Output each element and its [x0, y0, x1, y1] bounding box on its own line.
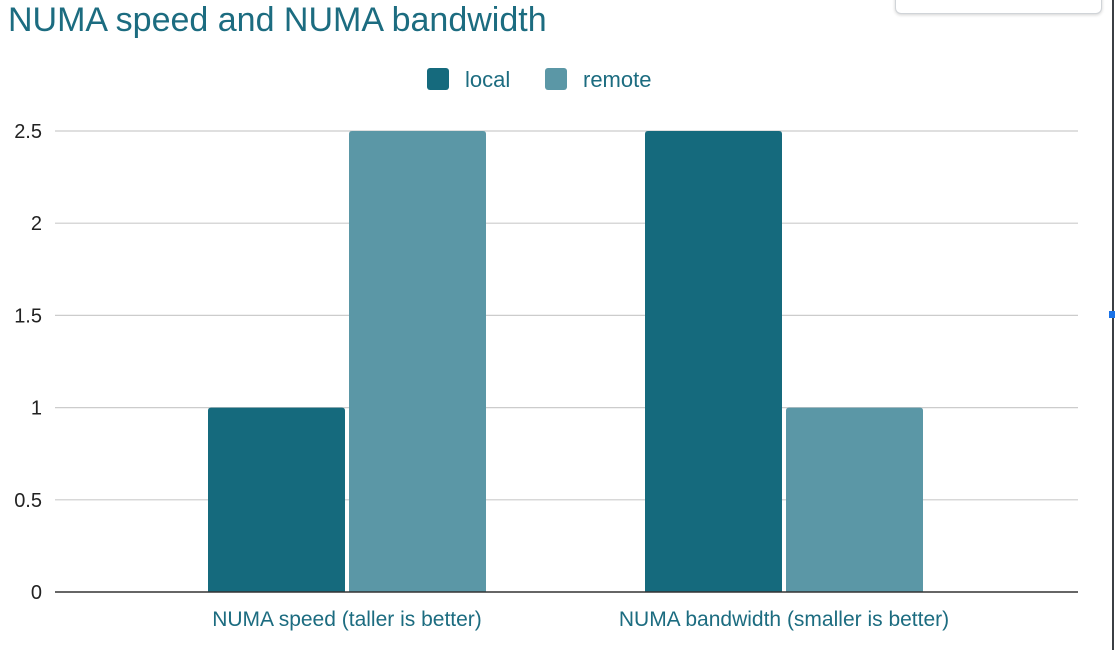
bar-local-1	[208, 407, 345, 592]
bar-local-2	[645, 131, 782, 592]
legend-label-remote: remote	[583, 67, 651, 92]
x-axis-ticks: NUMA speed (taller is better) NUMA bandwi…	[212, 608, 949, 631]
y-tick-label: 1	[31, 398, 42, 420]
legend: local remote	[427, 67, 651, 92]
legend-swatch-remote	[545, 68, 567, 90]
x-tick-label: NUMA speed (taller is better)	[212, 608, 482, 631]
bars	[208, 131, 923, 592]
y-tick-label: 0.5	[14, 490, 42, 512]
window-edge	[1112, 0, 1114, 650]
x-tick-label: NUMA bandwidth (smaller is better)	[619, 608, 949, 631]
y-axis-ticks: 0 0.5 1 1.5 2 2.5	[14, 121, 42, 604]
legend-label-local: local	[465, 67, 510, 92]
y-tick-label: 2	[31, 213, 42, 235]
y-tick-label: 0	[31, 582, 42, 604]
y-tick-label: 1.5	[14, 305, 42, 327]
bar-remote-2	[786, 407, 923, 592]
resize-handle[interactable]	[1109, 311, 1115, 318]
corner-card	[895, 0, 1102, 14]
legend-swatch-local	[427, 68, 449, 90]
bar-remote-1	[349, 131, 486, 592]
chart-title: NUMA speed and NUMA bandwidth	[8, 1, 547, 39]
y-tick-label: 2.5	[14, 121, 42, 143]
